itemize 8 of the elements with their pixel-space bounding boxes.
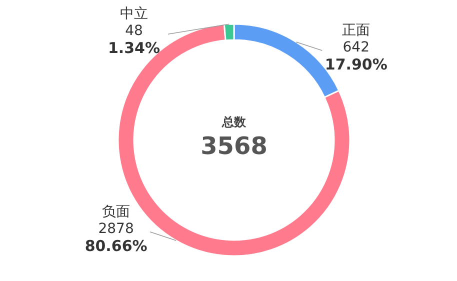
data-label: 642 17.90% — [324, 39, 388, 74]
slice-label: 负面 — [102, 204, 130, 220]
data-label: 48 1.34% — [108, 23, 160, 58]
text: 3568 — [200, 132, 268, 160]
slice-label: 正面 — [342, 22, 370, 38]
data-label: 2878 80.66% — [84, 220, 148, 255]
slice-label: 中立 — [120, 6, 148, 22]
text: 总数 — [221, 115, 247, 129]
